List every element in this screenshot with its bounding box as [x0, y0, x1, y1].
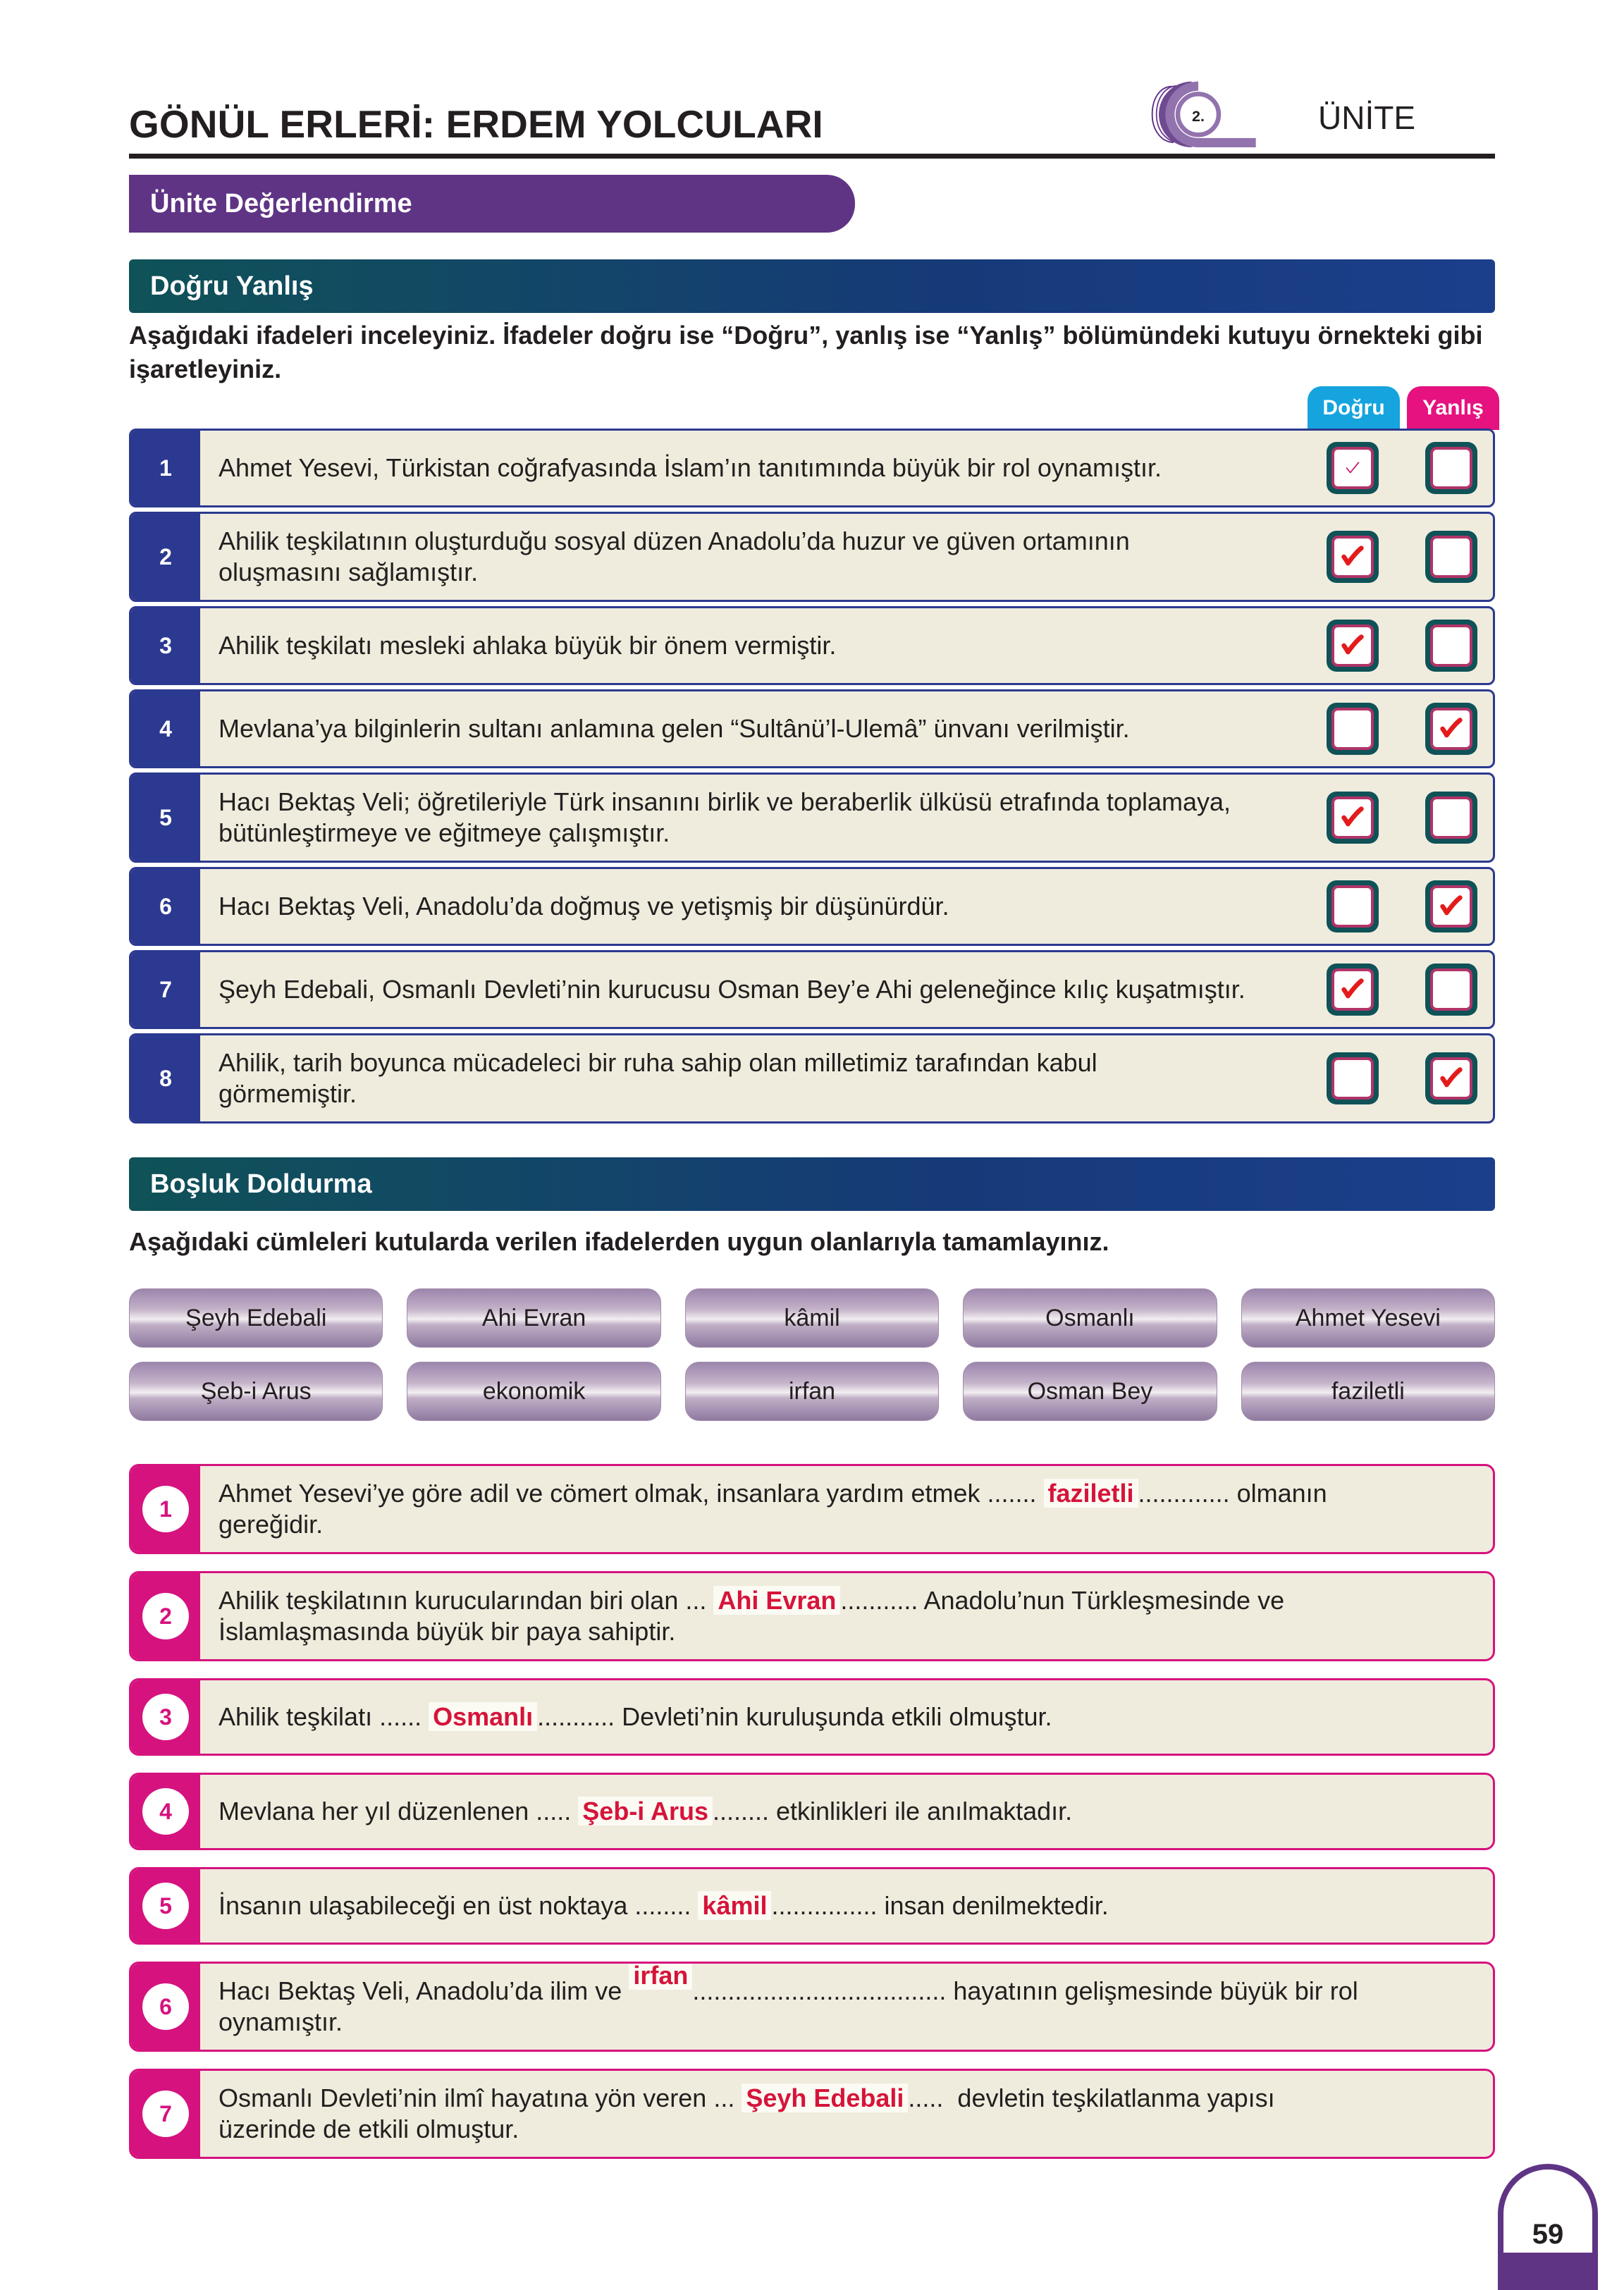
svg-text:2.: 2.: [1192, 108, 1205, 125]
